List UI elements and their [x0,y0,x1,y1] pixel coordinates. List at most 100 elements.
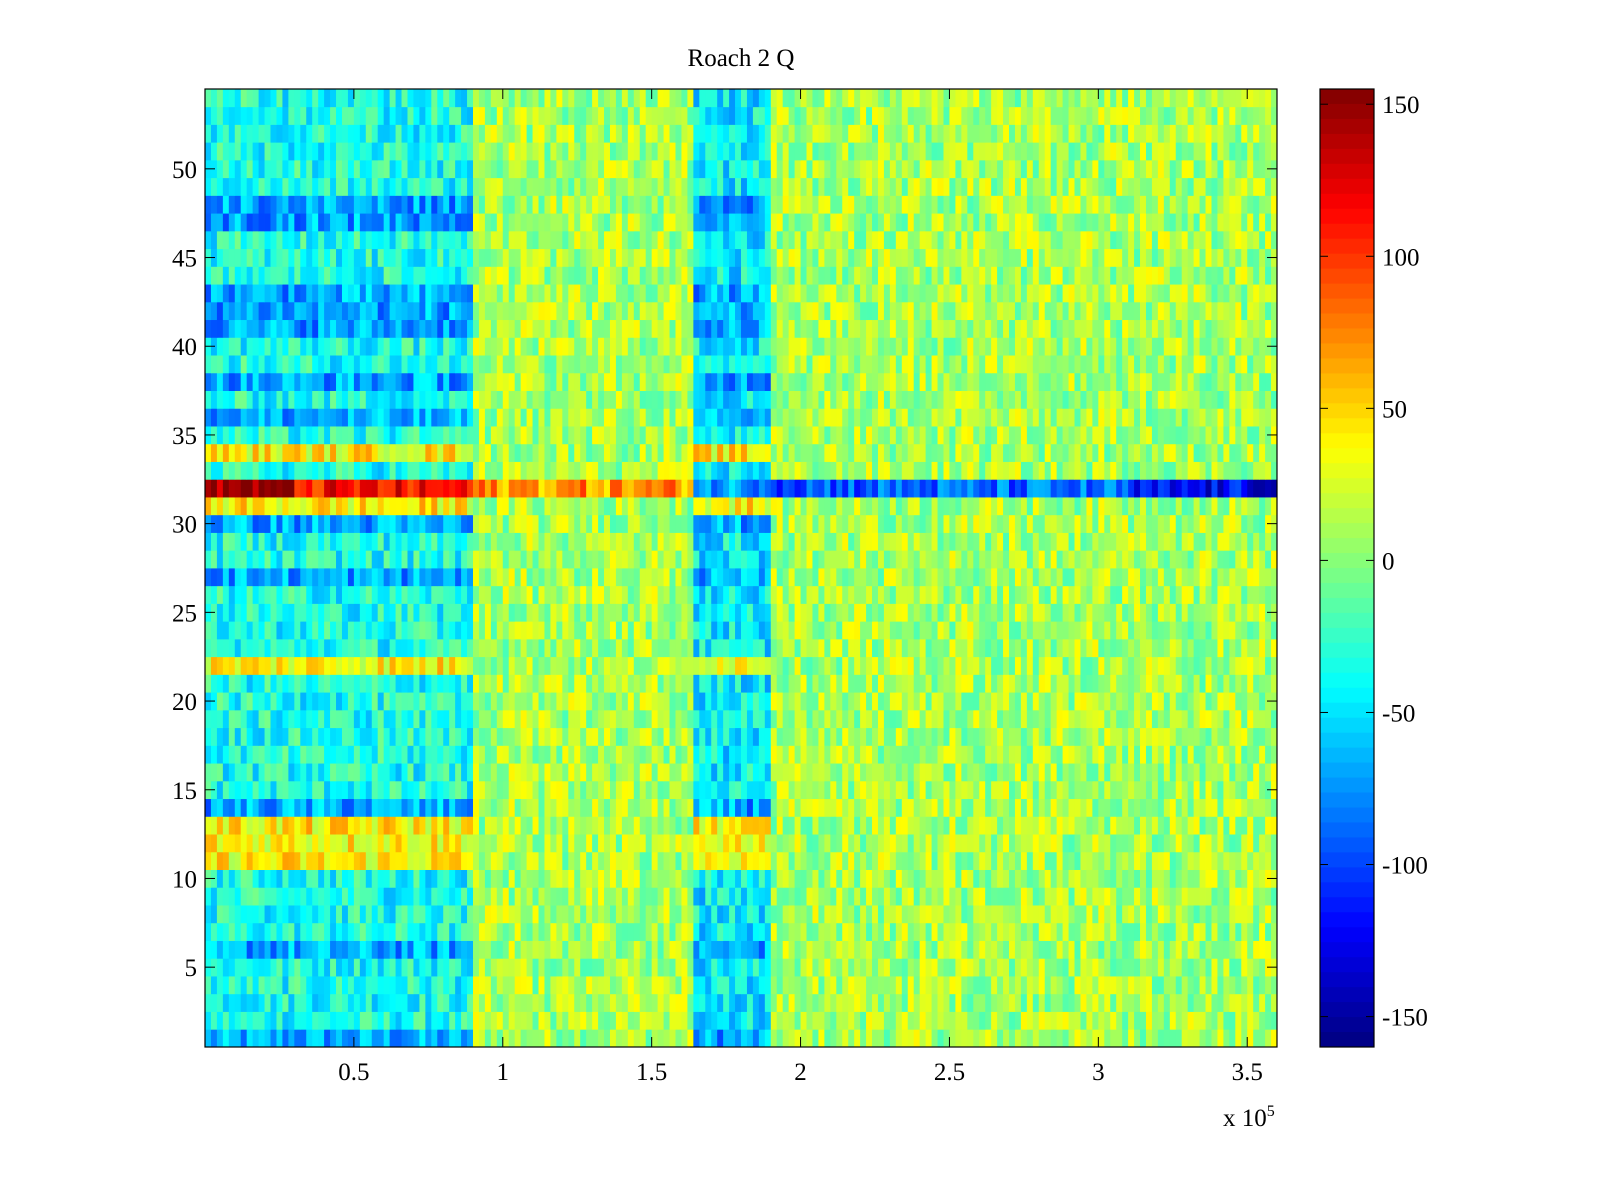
heatmap-cell [264,674,271,693]
heatmap-cell [764,621,772,640]
heatmap-cell [592,550,599,569]
heatmap-cell [550,940,557,959]
heatmap-cell [973,656,980,675]
heatmap-cell [300,709,307,729]
heatmap-cell [705,780,712,800]
heatmap-cell [425,851,432,870]
heatmap-cell [413,976,420,995]
heatmap-cell [925,603,932,622]
heatmap-cell [633,851,641,870]
heatmap-cell [210,585,218,604]
heatmap-cell [514,585,522,604]
heatmap-cell [598,780,605,800]
heatmap-cell [1116,1029,1123,1048]
heatmap-cell [1193,905,1200,924]
heatmap-cell [776,816,784,835]
heatmap-cell [473,887,480,906]
heatmap-cell [693,656,700,675]
heatmap-cell [1271,976,1278,995]
heatmap-cell [1110,692,1117,711]
heatmap-cell [973,1029,980,1048]
heatmap-cell [526,585,533,604]
heatmap-cell [943,585,950,604]
heatmap-cell [854,709,861,729]
heatmap-cell [288,834,295,853]
heatmap-cell [1140,922,1147,941]
heatmap-cell [931,958,938,977]
heatmap-cell [282,887,289,906]
heatmap-cell [270,638,277,658]
heatmap-cell [1009,568,1016,587]
heatmap-cell [580,816,587,835]
heatmap-cell [609,709,617,729]
heatmap-cell [520,816,527,835]
heatmap-cell [1092,568,1099,587]
heatmap-cell [949,656,956,675]
heatmap-cell [1104,568,1111,587]
heatmap-cell [550,958,557,977]
heatmap-cell [1259,780,1266,800]
heatmap-cell [532,745,539,764]
heatmap-cell [877,568,885,587]
heatmap-cell [729,692,736,711]
heatmap-cell [586,656,593,675]
heatmap-cell [556,958,563,977]
heatmap-cell [1175,692,1183,711]
heatmap-cell [252,1029,259,1048]
heatmap-cell [484,1029,492,1048]
heatmap-cell [282,709,289,729]
heatmap-cell [729,993,736,1012]
heatmap-cell [818,1011,825,1030]
heatmap-cell [1241,780,1248,800]
heatmap-cell [1145,1011,1153,1030]
heatmap-cell [675,656,682,675]
heatmap-cell [955,1029,962,1048]
heatmap-cell [604,993,611,1012]
heatmap-cell [1181,905,1189,924]
heatmap-cell [991,905,998,924]
heatmap-cell [741,816,748,835]
heatmap-cell [520,727,527,746]
heatmap-cell [645,834,653,853]
heatmap-cell [895,940,903,959]
heatmap-cell [359,709,367,729]
heatmap-cell [1235,834,1242,853]
heatmap-cell [1032,834,1040,853]
heatmap-cell [1074,851,1081,870]
heatmap-cell [1163,1011,1171,1030]
heatmap-cell [1211,745,1218,764]
heatmap-cell [532,638,539,658]
heatmap-cell [550,993,557,1012]
heatmap-cell [1056,851,1063,870]
heatmap-cell [895,585,903,604]
heatmap-cell [1181,1011,1189,1030]
heatmap-cell [961,976,968,995]
heatmap-cell [484,585,492,604]
heatmap-cell [1116,656,1123,675]
heatmap-cell [395,958,402,977]
heatmap-cell [848,816,855,835]
heatmap-cell [210,940,218,959]
heatmap-cell [907,1029,915,1048]
heatmap-cell [383,550,391,569]
heatmap-cell [1032,568,1040,587]
heatmap-cell [1068,727,1075,746]
heatmap-cell [764,905,772,924]
heatmap-cell [1104,851,1111,870]
heatmap-cell [735,816,742,835]
heatmap-cell [353,922,361,941]
heatmap-cell [282,745,289,764]
heatmap-cell [818,674,825,693]
heatmap-cell [872,780,879,800]
heatmap-cell [216,922,224,941]
heatmap-cell [449,869,456,888]
heatmap-cell [1110,1011,1117,1030]
heatmap-cell [770,585,778,604]
heatmap-cell [687,887,694,906]
heatmap-cell [228,709,236,729]
heatmap-cell [1086,603,1093,622]
heatmap-cell [973,1011,980,1030]
heatmap-cell [449,922,456,941]
heatmap-cell [931,780,938,800]
heatmap-cell [467,638,474,658]
